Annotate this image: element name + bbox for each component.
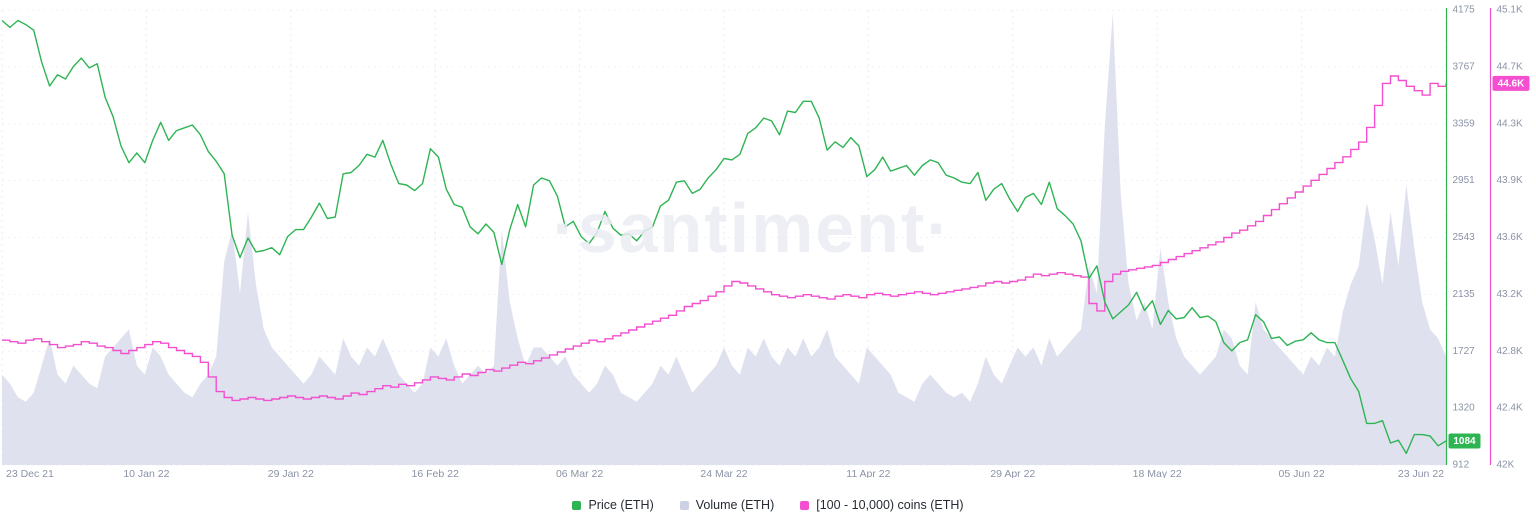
x-tick-label: 11 Apr 22 [846,468,890,478]
supply-tick-label: 44.7K [1497,61,1523,72]
supply-value-badge [1492,75,1530,91]
chart-area: ·santiment· 912 1320 1727 2135 2543 2951 3359 37… [0,0,1536,478]
legend-label-volume: Volume (ETH) [695,498,775,512]
legend-item-volume[interactable]: Volume (ETH) [679,498,775,512]
supply-tick-label: 42K [1497,460,1515,471]
supply-tick-label: 43.9K [1497,175,1523,186]
price-tick-label: 2543 [1453,232,1476,243]
watermark: ·santiment· [552,189,951,267]
supply-value-badge-label: 44.6K [1498,78,1525,89]
legend-label-supply: [100 - 10,000) coins (ETH) [816,498,964,512]
legend: Price (ETH) Volume (ETH) [100 - 10,000) … [0,498,1536,512]
price-value-badge-label: 1084 [1453,436,1476,447]
supply-tick-label: 44.3K [1497,118,1523,129]
legend-item-supply[interactable]: [100 - 10,000) coins (ETH) [800,498,964,512]
price-tick-label: 3767 [1453,61,1476,72]
price-tick-label: 2135 [1453,289,1476,300]
price-tick-label: 1727 [1453,346,1476,357]
price-tick-label: 4175 [1453,5,1476,16]
supply-swatch-icon [800,500,810,510]
price-swatch-icon [572,500,582,510]
x-tick-label: 29 Apr 22 [990,468,1035,478]
x-tick-label: 10 Jan 22 [123,468,169,478]
price-tick-label: 3359 [1453,118,1476,129]
x-tick-label: 05 Jun 22 [1279,468,1325,478]
price-tick-label: 912 [1453,460,1470,471]
supply-line [2,75,1447,402]
price-line [1,19,1447,455]
supply-tick-label: 42.4K [1497,403,1523,414]
volume-swatch-icon [679,500,689,510]
legend-label-price: Price (ETH) [588,498,654,512]
x-tick-label: 23 Jun 22 [1398,468,1444,478]
supply-tick-label: 43.6K [1497,232,1523,243]
chart-canvas[interactable]: ·santiment· 912 1320 1727 2135 2543 2951 3359 37… [0,0,1536,478]
price-tick-label: 1320 [1453,403,1476,414]
price-tick-label: 2951 [1453,175,1476,186]
x-tick-label: 16 Feb 22 [412,468,459,478]
x-tick-label: 29 Jan 22 [268,468,314,478]
volume-area [2,13,1446,465]
supply-tick-label: 45.1K [1497,5,1523,16]
x-tick-label: 24 Mar 22 [700,468,747,478]
x-tick-label: 06 Mar 22 [556,468,603,478]
supply-tick-label: 43.2K [1497,289,1523,300]
supply-tick-label: 42.8K [1497,346,1523,357]
price-value-badge [1448,433,1481,449]
legend-item-price[interactable]: Price (ETH) [572,498,654,512]
x-tick-label: 18 May 22 [1133,468,1182,478]
x-tick-label: 23 Dec 21 [6,468,54,478]
